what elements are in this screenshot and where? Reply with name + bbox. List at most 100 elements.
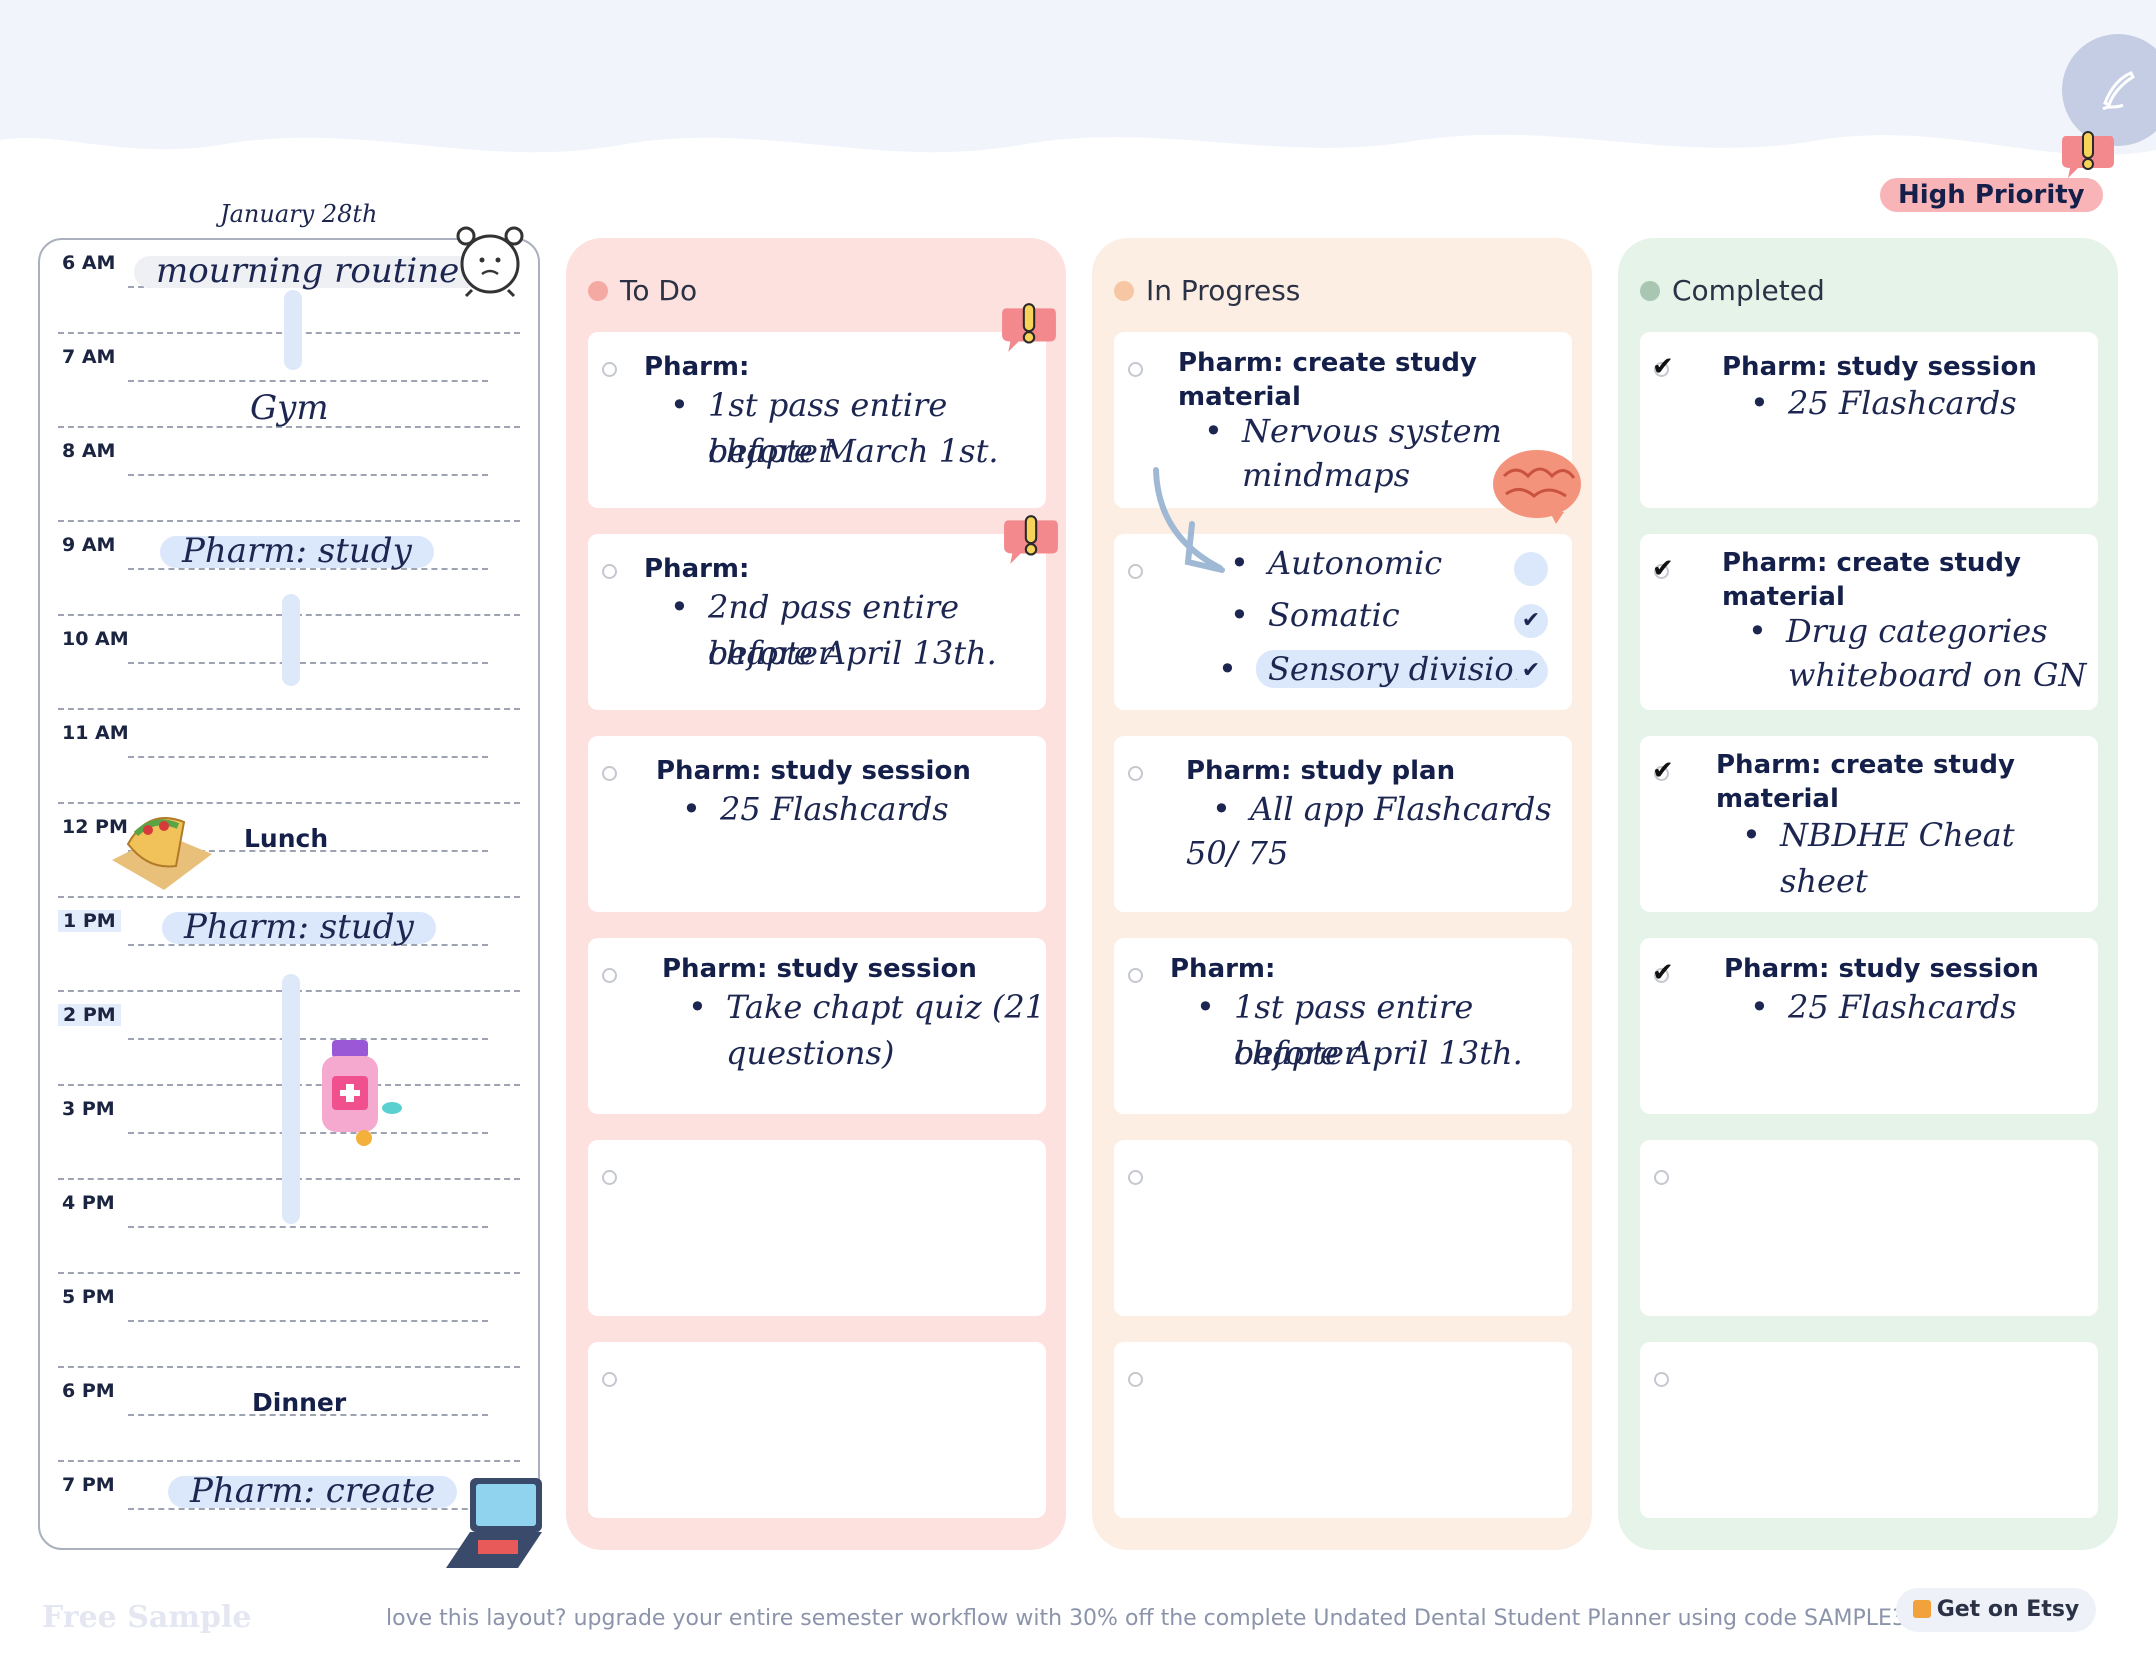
task-checkbox[interactable] (1654, 968, 1669, 983)
task-checkbox[interactable] (1128, 362, 1143, 377)
task-checkbox[interactable] (1128, 564, 1143, 579)
duration-bar (282, 594, 300, 686)
high-priority-icon (2062, 131, 2114, 178)
subtask-item: Somatic (1230, 592, 1400, 638)
check-icon[interactable]: ✔ (1514, 654, 1548, 688)
task-bullet: 2nd pass entire chapter (670, 584, 1046, 676)
task-checkbox[interactable] (1654, 564, 1669, 579)
task-checkbox[interactable] (602, 1372, 617, 1387)
task-bullet-cont: whiteboard on GN (1788, 656, 2087, 694)
hour-label: 9 AM (62, 534, 116, 556)
column-completed: Completed ✔ Pharm: study session 25 Flas… (1618, 238, 2118, 1550)
task-checkbox[interactable] (1654, 1372, 1669, 1387)
task-bullet-cont: before March 1st. (708, 432, 999, 470)
empty-task-card[interactable] (1114, 1342, 1572, 1518)
check-icon: ✔ (1652, 756, 1674, 786)
hour-label: 6 AM (62, 252, 116, 274)
task-card[interactable]: Pharm: 1st pass entire chapter before Ma… (588, 332, 1046, 508)
column-header: In Progress (1114, 274, 1300, 307)
hour-label: 5 PM (62, 1286, 115, 1308)
task-bullet-cont: questions) (726, 1034, 895, 1072)
hour-label: 11 AM (62, 722, 129, 744)
arrow-icon (1153, 467, 1225, 573)
event-dinner[interactable]: Dinner (252, 1388, 347, 1417)
task-checkbox[interactable] (1128, 1372, 1143, 1387)
task-checkbox[interactable] (1128, 968, 1143, 983)
hour-row: 4 PM (40, 1180, 538, 1274)
event-pharm-study[interactable]: Pharm: study (162, 910, 436, 944)
check-icon: ✔ (1652, 352, 1674, 382)
event-pharm-create[interactable]: Pharm: create (168, 1474, 458, 1508)
task-bullet: 25 Flashcards (682, 786, 949, 832)
hour-row: 7 PM (40, 1462, 538, 1550)
event-morning-routine[interactable]: mourning routine (134, 254, 482, 288)
event-gym[interactable]: Gym (250, 388, 329, 428)
task-checkbox[interactable] (602, 1170, 617, 1185)
task-title: Pharm: create study (1722, 548, 2021, 578)
check-icon: ✔ (1652, 958, 1674, 988)
pen-icon (2102, 71, 2135, 111)
task-card[interactable]: ✔ Pharm: create study material NBDHE Che… (1640, 736, 2098, 912)
task-title: Pharm: create study (1716, 750, 2015, 780)
event-pharm-study[interactable]: Pharm: study (160, 534, 434, 568)
task-card[interactable]: ✔ Pharm: create study material Drug cate… (1640, 534, 2098, 710)
task-card[interactable]: Pharm: 1st pass entire chapter before Ap… (1114, 938, 1572, 1114)
task-checkbox[interactable] (1654, 1170, 1669, 1185)
task-bullet: Take chapt quiz (21 (688, 984, 1045, 1030)
task-bullet: 1st pass entire chapter (670, 382, 1046, 474)
task-checkbox[interactable] (602, 766, 617, 781)
task-checkbox[interactable] (602, 968, 617, 983)
task-card[interactable]: ✔ Pharm: study session 25 Flashcards (1640, 938, 2098, 1114)
task-checkbox[interactable] (1654, 362, 1669, 377)
get-on-etsy-button[interactable]: Get on Etsy (1896, 1588, 2096, 1632)
header-wave (0, 0, 2156, 155)
hour-label: 7 PM (62, 1474, 115, 1496)
empty-task-card[interactable] (588, 1140, 1046, 1316)
event-lunch[interactable]: Lunch (244, 824, 329, 853)
shopping-bag-icon (1912, 1600, 1931, 1618)
empty-task-card[interactable] (588, 1342, 1046, 1518)
task-bullet: NBDHE Cheat sheet (1742, 812, 2098, 904)
task-title: Pharm: (644, 352, 750, 382)
task-checkbox[interactable] (1128, 1170, 1143, 1185)
task-bullet: Drug categories (1748, 608, 2048, 654)
hour-label: 4 PM (62, 1192, 115, 1214)
task-card[interactable]: Pharm: study session Take chapt quiz (21… (588, 938, 1046, 1114)
task-checkbox[interactable] (602, 564, 617, 579)
task-title-cont: material (1722, 582, 1845, 612)
task-card[interactable]: Pharm: study session 25 Flashcards (588, 736, 1046, 912)
subtask-item: Autonomic (1230, 540, 1442, 586)
hour-label: 6 PM (62, 1380, 115, 1402)
task-title: Pharm: study session (662, 954, 977, 984)
subtask-status-empty[interactable] (1514, 552, 1548, 586)
empty-task-card[interactable] (1114, 1140, 1572, 1316)
check-icon: ✔ (1652, 554, 1674, 584)
check-icon[interactable]: ✔ (1514, 604, 1548, 638)
medicine-bottle-icon (322, 1040, 402, 1146)
hour-label: 1 PM (58, 910, 121, 932)
empty-task-card[interactable] (1640, 1342, 2098, 1518)
hour-row: 6 PM (40, 1368, 538, 1462)
status-dot (1114, 280, 1134, 301)
hour-row: 11 AM (40, 710, 538, 804)
taco-icon (112, 817, 212, 890)
task-card[interactable]: Pharm: study plan All app Flashcards 50/… (1114, 736, 1572, 912)
task-title: Pharm: (644, 554, 750, 584)
task-checkbox[interactable] (1128, 766, 1143, 781)
task-checkbox[interactable] (1654, 766, 1669, 781)
hour-label: 10 AM (62, 628, 129, 650)
column-header: To Do (588, 274, 697, 307)
task-bullet-cont: before April 13th. (1234, 1034, 1523, 1072)
empty-task-card[interactable] (1640, 1140, 2098, 1316)
hour-label: 3 PM (62, 1098, 115, 1120)
task-bullet-cont: 50/ 75 (1186, 834, 1289, 872)
etsy-label: Get on Etsy (1936, 1597, 2080, 1622)
task-bullet: All app Flashcards (1212, 786, 1552, 832)
task-checkbox[interactable] (602, 362, 617, 377)
pen-edit-button[interactable] (2062, 34, 2156, 146)
task-title-cont: material (1716, 784, 1839, 814)
status-dot (588, 280, 608, 301)
task-card[interactable]: Pharm: 2nd pass entire chapter before Ap… (588, 534, 1046, 710)
task-card[interactable]: ✔ Pharm: study session 25 Flashcards (1640, 332, 2098, 508)
task-title: Pharm: (1170, 954, 1276, 984)
